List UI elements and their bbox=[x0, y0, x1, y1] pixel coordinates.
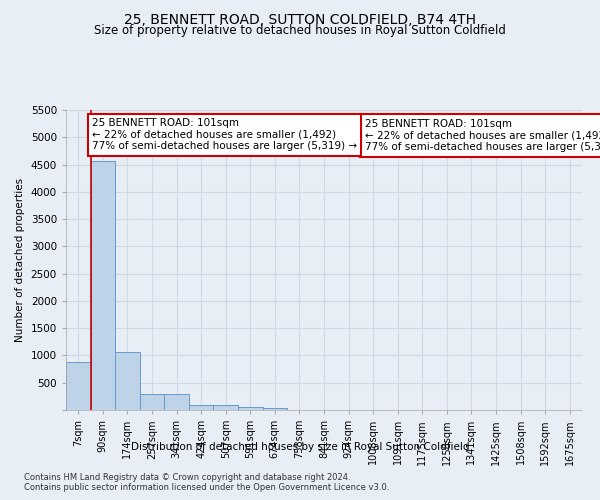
Bar bbox=[91, 162, 115, 410]
Text: 25, BENNETT ROAD, SUTTON COLDFIELD, B74 4TH: 25, BENNETT ROAD, SUTTON COLDFIELD, B74 … bbox=[124, 12, 476, 26]
Text: Size of property relative to detached houses in Royal Sutton Coldfield: Size of property relative to detached ho… bbox=[94, 24, 506, 37]
Text: Distribution of detached houses by size in Royal Sutton Coldfield: Distribution of detached houses by size … bbox=[131, 442, 469, 452]
Bar bbox=[263, 408, 287, 410]
Text: Contains public sector information licensed under the Open Government Licence v3: Contains public sector information licen… bbox=[24, 484, 389, 492]
Bar bbox=[66, 362, 91, 410]
Text: 25 BENNETT ROAD: 101sqm
← 22% of detached houses are smaller (1,492)
77% of semi: 25 BENNETT ROAD: 101sqm ← 22% of detache… bbox=[92, 118, 357, 152]
Y-axis label: Number of detached properties: Number of detached properties bbox=[15, 178, 25, 342]
Bar bbox=[140, 394, 164, 410]
Bar bbox=[189, 405, 214, 410]
Bar bbox=[238, 407, 263, 410]
Bar bbox=[214, 405, 238, 410]
Bar bbox=[115, 352, 140, 410]
Text: Contains HM Land Registry data © Crown copyright and database right 2024.: Contains HM Land Registry data © Crown c… bbox=[24, 472, 350, 482]
Bar bbox=[164, 394, 189, 410]
Text: 25 BENNETT ROAD: 101sqm
← 22% of detached houses are smaller (1,492)
77% of semi: 25 BENNETT ROAD: 101sqm ← 22% of detache… bbox=[365, 119, 600, 152]
